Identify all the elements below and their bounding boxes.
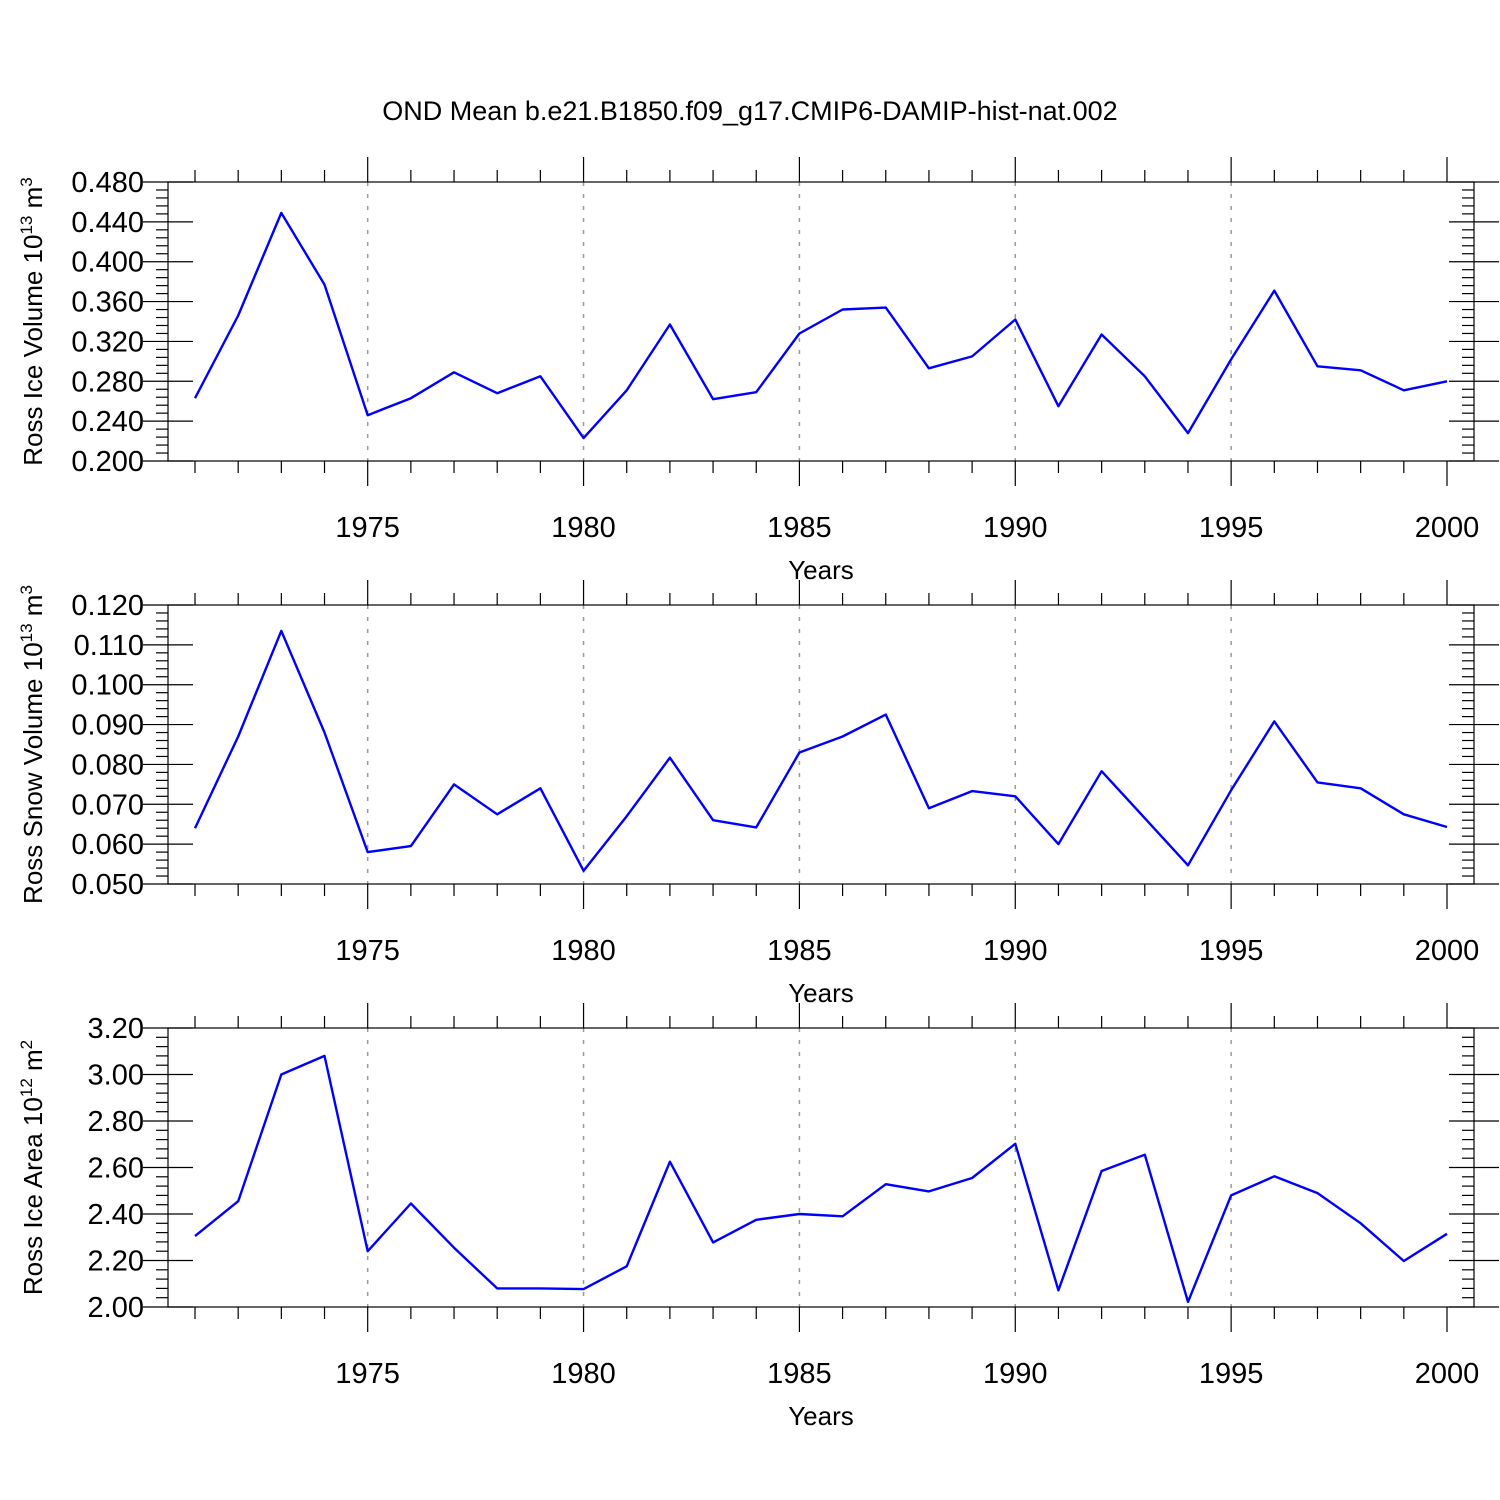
y-tick-label: 3.00	[88, 1060, 144, 1092]
y-axis-label-superscript: 2	[17, 1040, 36, 1049]
x-tick-label: 1980	[551, 935, 616, 967]
y-tick-label: 0.060	[71, 829, 144, 861]
x-tick-label: 2000	[1415, 935, 1480, 967]
x-tick-label: 1985	[767, 1358, 832, 1390]
plot-frame	[167, 1027, 1475, 1308]
y-axis-label-superscript: 3	[17, 177, 36, 186]
y-axis-label: Ross Ice Area 1012 m2	[17, 1040, 48, 1295]
chart-panel-2: 0.050 0.060 0.070 0.080 0.090 0.100 0.110 0.120…	[17, 580, 1499, 1008]
x-tick-label: 2000	[1415, 1358, 1480, 1390]
y-tick-label: 0.100	[71, 670, 144, 702]
y-axis-label-text: m	[18, 187, 48, 216]
y-tick-label: 0.120	[71, 590, 144, 622]
x-axis-label: Years	[788, 978, 854, 1008]
y-tick-label: 3.20	[88, 1013, 144, 1045]
x-tick-label: 1990	[983, 1358, 1048, 1390]
y-axis-label-superscript: 13	[17, 216, 36, 235]
y-tick-label: 2.40	[88, 1199, 144, 1231]
x-axis-label: Years	[788, 1401, 854, 1431]
x-tick-label: 1995	[1199, 935, 1264, 967]
y-tick-label: 2.80	[88, 1106, 144, 1138]
y-tick-label: 0.200	[71, 446, 144, 478]
x-tick-label: 1980	[551, 1358, 616, 1390]
y-tick-label: 0.110	[74, 630, 144, 662]
x-tick-label: 1980	[551, 512, 616, 544]
y-axis-label-text: Ross Ice Volume 10	[18, 235, 48, 466]
chart-title: OND Mean b.e21.B1850.f09_g17.CMIP6-DAMIP…	[382, 96, 1117, 126]
y-tick-label: 0.400	[71, 247, 144, 279]
series-line-ross-ice-area	[194, 1054, 1448, 1304]
y-tick-label: 2.20	[88, 1246, 144, 1278]
x-tick-label: 1990	[983, 512, 1048, 544]
x-tick-label: 1995	[1199, 512, 1264, 544]
x-tick-label: 1985	[767, 512, 832, 544]
plot-frame	[167, 181, 1475, 462]
chart-panel-1: 0.200 0.240 0.280 0.320 0.360 0.400 0.440 0.480…	[17, 157, 1499, 585]
x-tick-label: 1995	[1199, 1358, 1264, 1390]
y-axis-label: Ross Ice Volume 1013 m3	[17, 177, 48, 466]
y-axis-label-superscript: 3	[17, 585, 36, 594]
y-axis-label-text: m	[18, 1049, 48, 1078]
plot-frame	[167, 604, 1475, 885]
y-tick-label: 0.070	[71, 789, 144, 821]
y-tick-label: 2.00	[88, 1292, 144, 1324]
series-line-ross-snow-volume	[193, 629, 1448, 872]
y-tick-label: 0.320	[71, 326, 144, 358]
chart-panel-3: 2.00 2.20 2.40 2.60 2.80 3.00 3.20 1975 1980 1985…	[17, 1003, 1499, 1431]
y-tick-label: 0.480	[71, 167, 144, 199]
y-tick-label: 0.050	[71, 869, 144, 901]
y-tick-label: 0.360	[71, 287, 144, 319]
x-tick-label: 1975	[335, 512, 400, 544]
y-tick-label: 0.240	[71, 406, 144, 438]
x-tick-label: 1975	[335, 1358, 400, 1390]
y-axis-label-superscript: 13	[17, 623, 36, 642]
y-tick-label: 0.090	[71, 710, 144, 742]
x-tick-label: 1975	[335, 935, 400, 967]
y-axis-label-text: m	[18, 595, 48, 624]
x-axis-label: Years	[788, 555, 854, 585]
y-axis-label-text: Ross Ice Area 10	[18, 1097, 48, 1295]
y-axis-label: Ross Snow Volume 1013 m3	[17, 585, 48, 904]
x-tick-label: 2000	[1415, 512, 1480, 544]
y-tick-label: 2.60	[88, 1153, 144, 1185]
y-tick-label: 0.280	[71, 366, 144, 398]
y-axis-label-superscript: 12	[17, 1078, 36, 1097]
series-line-ross-ice-volume	[193, 211, 1448, 440]
y-tick-label: 0.080	[71, 749, 144, 781]
x-tick-label: 1985	[767, 935, 832, 967]
y-tick-label: 0.440	[71, 207, 144, 239]
x-tick-label: 1990	[983, 935, 1048, 967]
y-axis-label-text: Ross Snow Volume 10	[18, 642, 48, 904]
